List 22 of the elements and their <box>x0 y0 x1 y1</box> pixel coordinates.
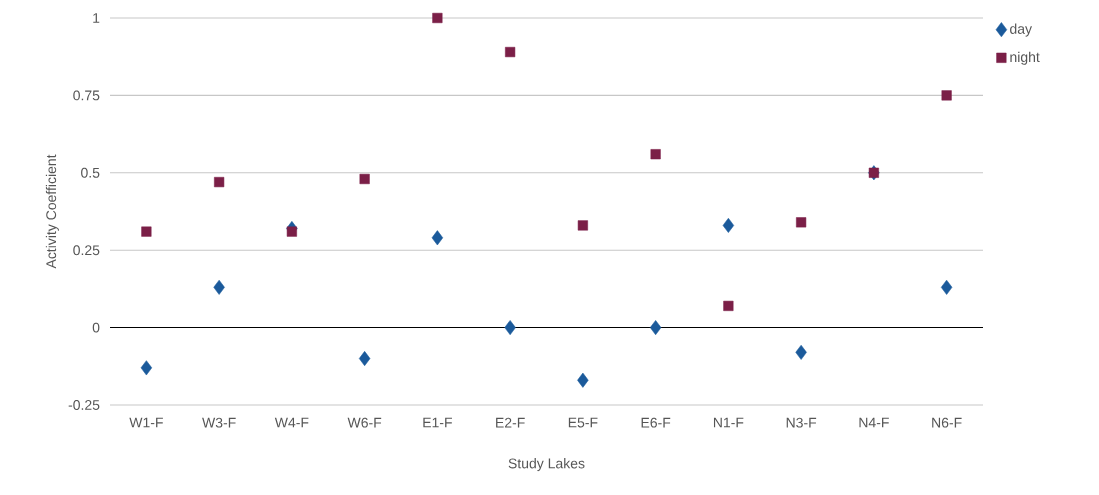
x-tick-label: W6-F <box>347 417 382 428</box>
x-tick-label: W1-F <box>129 417 163 428</box>
x-tick-label: N6-F <box>932 417 962 428</box>
x-tick-label: E2-F <box>496 417 525 428</box>
x-tick-label: E5-F <box>568 417 598 428</box>
x-tick-label: W4-F <box>274 417 309 428</box>
x-tick-label: W3-F <box>202 417 236 428</box>
x-tick-label: N4-F <box>859 417 889 428</box>
y-tick-label: 0 <box>92 322 100 333</box>
legend-label: day <box>1010 23 1032 37</box>
legend-label: night <box>1010 51 1040 65</box>
y-tick-label: 0.75 <box>73 90 100 101</box>
y-tick-label: 0.5 <box>81 167 100 178</box>
x-axis-title: Study Lakes <box>508 458 585 472</box>
x-tick-label: E6-F <box>641 417 671 428</box>
y-tick-label: -0.25 <box>68 400 100 410</box>
y-tick-label: 1 <box>93 13 100 23</box>
x-tick-label: N3-F <box>786 417 817 428</box>
y-axis-title: Activity Coefficient <box>45 154 59 269</box>
x-tick-label: E1-F <box>423 417 452 428</box>
x-tick-label: N1-F <box>713 417 744 428</box>
y-tick-label: 0.25 <box>73 245 100 256</box>
